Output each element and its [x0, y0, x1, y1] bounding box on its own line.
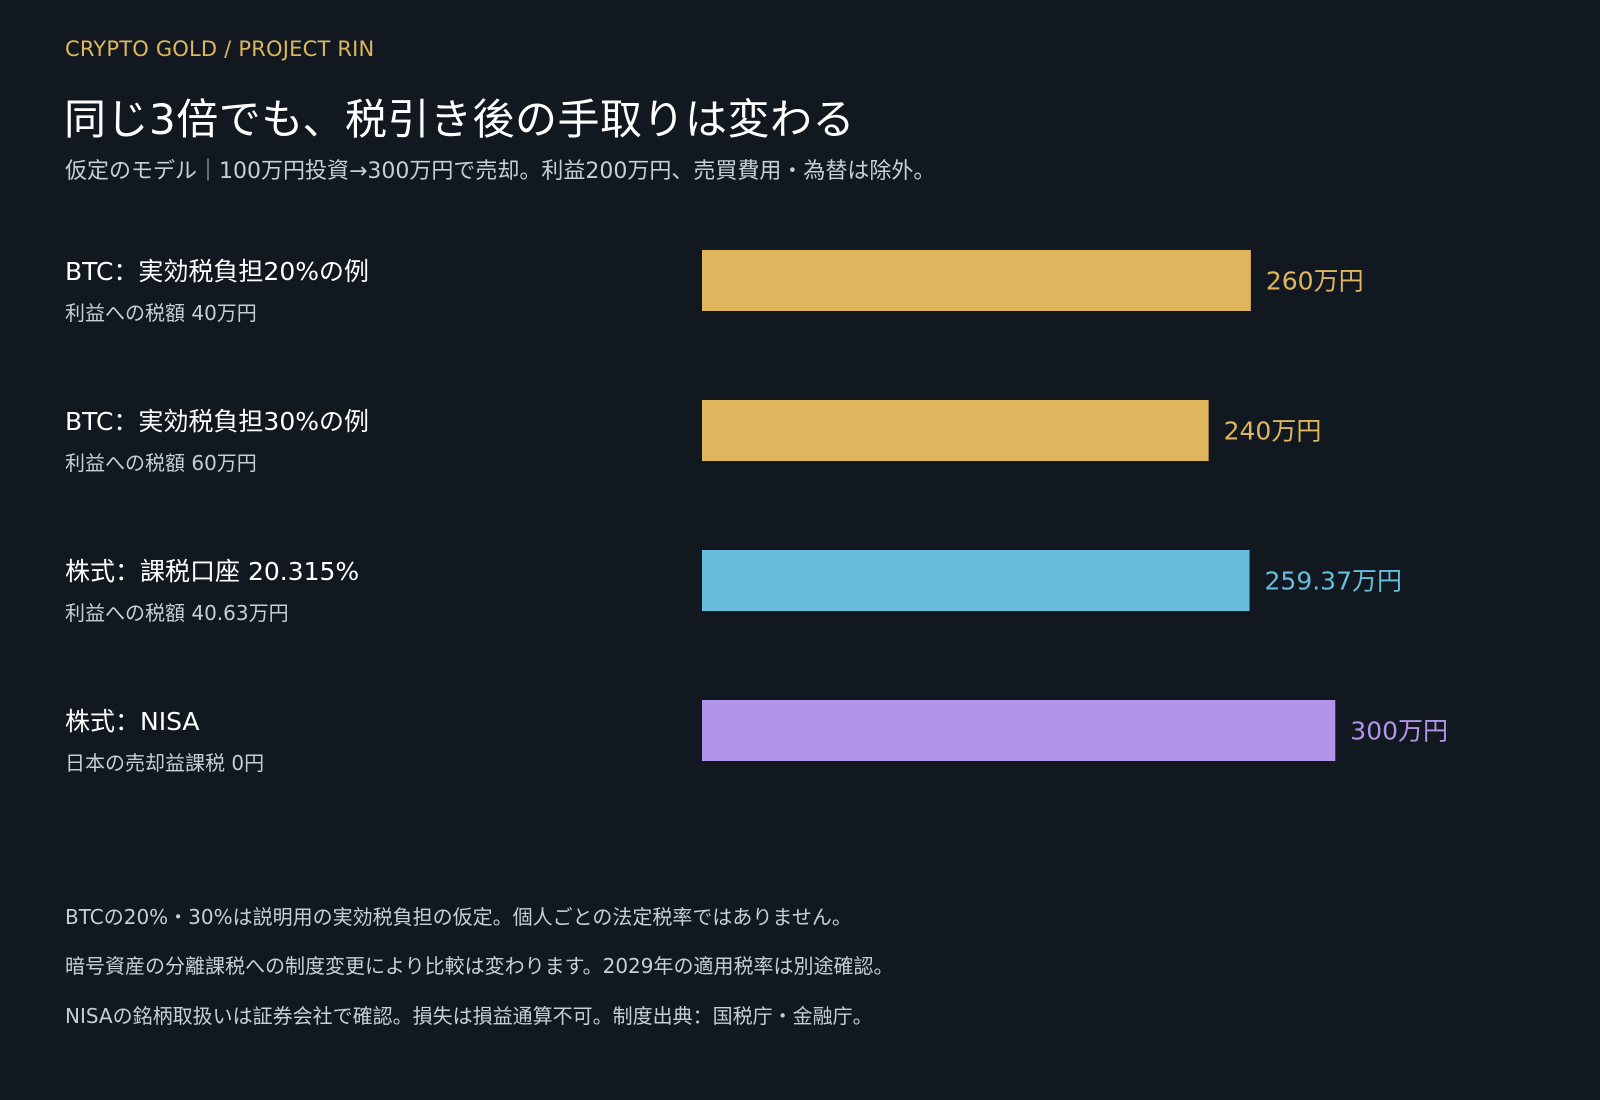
- bar-value-label-btc-20: 260万円: [1266, 267, 1364, 296]
- bar-stock-taxable: [702, 550, 1250, 611]
- brand-label: CRYPTO GOLD / PROJECT RIN: [65, 37, 375, 61]
- footnote-3: NISAの銘柄取扱いは証券会社で確認。損失は損益通算不可。制度出典：国税庁・金融…: [65, 1004, 873, 1028]
- page-subtitle: 仮定のモデル｜100万円投資→300万円で売却。利益200万円、売買費用・為替は…: [65, 159, 936, 184]
- bar-btc-30: [702, 400, 1209, 461]
- row-title-stock-taxable: 株式：課税口座 20.315%: [65, 557, 360, 586]
- footnote-2: 暗号資産の分離課税への制度変更により比較は変わります。2029年の適用税率は別途…: [65, 954, 894, 978]
- footnote-1: BTCの20%・30%は説明用の実効税負担の仮定。個人ごとの法定税率ではありませ…: [65, 905, 852, 929]
- bar-stock-nisa: [702, 700, 1336, 761]
- row-note-stock-taxable: 利益への税額 40.63万円: [65, 601, 289, 625]
- row-note-btc-30: 利益への税額 60万円: [65, 451, 257, 475]
- bar-value-label-btc-30: 240万円: [1224, 417, 1322, 446]
- bar-btc-20: [702, 250, 1251, 311]
- bar-value-label-stock-taxable: 259.37万円: [1265, 567, 1402, 596]
- bar-value-label-stock-nisa: 300万円: [1350, 717, 1448, 746]
- page-title: 同じ3倍でも、税引き後の手取りは変わる: [64, 95, 855, 144]
- row-title-stock-nisa: 株式：NISA: [65, 707, 200, 736]
- row-note-stock-nisa: 日本の売却益課税 0円: [65, 751, 265, 775]
- row-note-btc-20: 利益への税額 40万円: [65, 301, 257, 325]
- row-title-btc-30: BTC：実効税負担30%の例: [65, 407, 369, 436]
- row-title-btc-20: BTC：実効税負担20%の例: [65, 257, 369, 286]
